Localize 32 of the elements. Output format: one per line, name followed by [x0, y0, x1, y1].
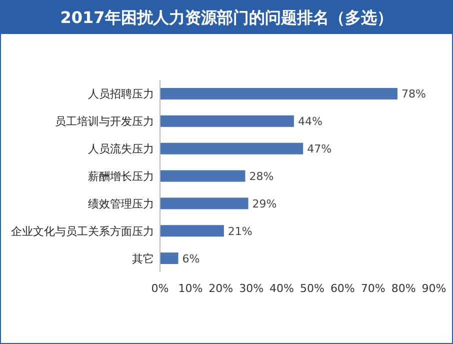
bar	[160, 252, 178, 264]
x-tick-label: 30%	[239, 282, 264, 295]
x-tick-label: 20%	[208, 282, 234, 295]
x-tick-label: 50%	[300, 282, 324, 295]
bar	[160, 142, 304, 154]
y-tick-label: 薪酬增长压力	[88, 170, 154, 183]
y-tick-label: 人员招聘压力	[88, 88, 154, 101]
bar	[160, 170, 246, 182]
bar	[160, 198, 248, 210]
x-tick-label: 60%	[330, 282, 355, 295]
y-tick-label: 人员流失压力	[88, 142, 154, 156]
x-tick-label: 70%	[360, 282, 386, 295]
y-tick-label: 企业文化与员工关系方面压力	[11, 224, 154, 238]
data-label: 28%	[249, 170, 274, 183]
x-tick-label: 0%	[151, 282, 169, 295]
x-tick-label: 90%	[422, 282, 446, 295]
y-tick-label: 其它	[132, 252, 154, 266]
data-label: 21%	[228, 224, 252, 238]
data-label: 47%	[307, 142, 332, 156]
bar	[160, 225, 224, 237]
data-label: 6%	[182, 252, 200, 266]
x-tick-label: 40%	[270, 282, 294, 295]
x-tick-label: 10%	[178, 282, 203, 295]
data-label: 44%	[298, 115, 322, 128]
data-label: 78%	[401, 88, 426, 101]
chart-title: 2017年困扰人力资源部门的问题排名（多选）	[60, 8, 393, 27]
y-tick-label: 员工培训与开发压力	[55, 115, 154, 128]
bar	[160, 88, 398, 100]
data-label: 29%	[252, 197, 277, 210]
y-tick-label: 绩效管理压力	[88, 197, 154, 210]
bar	[160, 115, 294, 127]
x-tick-label: 80%	[391, 282, 416, 295]
